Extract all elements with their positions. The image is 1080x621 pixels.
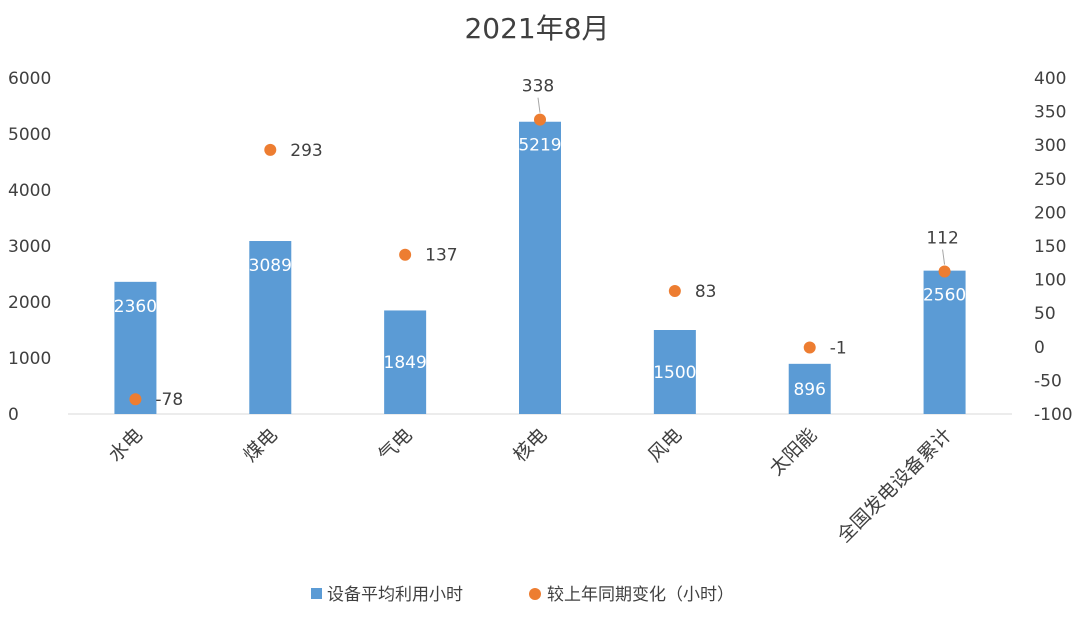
y-right-tick-label: 400 — [1034, 69, 1066, 89]
bar-data-label: 2360 — [114, 297, 157, 317]
bar-data-label: 3089 — [249, 256, 292, 276]
legend-label-bar: 设备平均利用小时 — [327, 585, 463, 605]
scatter-point — [668, 285, 681, 298]
point-data-label: 112 — [926, 229, 958, 249]
y-left-tick-label: 2000 — [8, 293, 51, 313]
leader-line — [537, 97, 541, 113]
bar — [788, 363, 831, 414]
y-right-tick-label: -100 — [1034, 405, 1073, 425]
bar — [519, 121, 561, 415]
point-data-label: 137 — [425, 246, 457, 266]
y-right-tick-label: -50 — [1034, 371, 1062, 391]
y-right-tick-label: 350 — [1034, 103, 1066, 123]
legend-label-scatter: 较上年同期变化（小时） — [547, 585, 734, 605]
point-data-label: 293 — [290, 141, 322, 161]
x-category-label: 气电 — [374, 424, 416, 466]
y-left-tick-label: 1000 — [8, 349, 51, 369]
x-category-label: 风电 — [644, 424, 686, 466]
x-category-label: 核电 — [509, 424, 551, 466]
y-left-tick-label: 6000 — [8, 69, 51, 89]
bar — [249, 241, 292, 414]
bar-data-label: 5219 — [518, 136, 561, 156]
scatter-series: -78 293 137 338 83 -1 112 — [129, 77, 959, 410]
scatter-point — [129, 393, 142, 406]
bar — [653, 330, 696, 414]
legend-swatch-scatter — [529, 588, 541, 600]
point-data-label: -78 — [155, 390, 183, 410]
y-right-tick-label: 200 — [1034, 203, 1066, 223]
y-left-tick-label: 4000 — [8, 181, 51, 201]
leader-line — [942, 249, 946, 265]
x-category-label: 煤电 — [239, 424, 281, 466]
y-left-tick-label: 0 — [8, 405, 19, 425]
scatter-point — [803, 341, 816, 354]
y-right-tick-label: 100 — [1034, 271, 1066, 291]
scatter-point — [534, 113, 546, 126]
y-right-tick-label: 300 — [1034, 136, 1066, 156]
x-category-label: 水电 — [105, 424, 147, 466]
bar-data-label: 2560 — [923, 286, 966, 306]
y-right-tick-label: 50 — [1034, 304, 1056, 324]
bar — [114, 281, 157, 414]
legend: 设备平均利用小时 较上年同期变化（小时） — [311, 585, 734, 605]
bar — [923, 270, 966, 414]
y-right-tick-label: 250 — [1034, 170, 1066, 190]
bar-data-label: 1849 — [384, 353, 427, 373]
chart-title: 2021年8月 — [464, 12, 609, 45]
x-category-label: 太阳能 — [765, 424, 821, 480]
y-left-tick-label: 3000 — [8, 237, 51, 257]
legend-swatch-bar — [311, 588, 322, 599]
y-right-tick-label: 0 — [1034, 338, 1045, 358]
bar-data-label: 1500 — [653, 363, 696, 383]
bar-series: 2360 3089 1849 5219 1500 896 2560 — [114, 121, 966, 415]
bar-data-label: 896 — [793, 380, 825, 400]
point-data-label: 83 — [695, 282, 717, 302]
scatter-point — [264, 143, 277, 156]
scatter-point — [399, 248, 412, 261]
bar — [384, 310, 427, 414]
y-right-tick-label: 150 — [1034, 237, 1066, 257]
x-category-label: 全国发电设备累计 — [833, 424, 956, 547]
point-data-label: -1 — [830, 338, 847, 358]
point-data-label: 338 — [522, 77, 554, 97]
scatter-point — [938, 265, 951, 278]
y-left-tick-label: 5000 — [8, 125, 51, 145]
